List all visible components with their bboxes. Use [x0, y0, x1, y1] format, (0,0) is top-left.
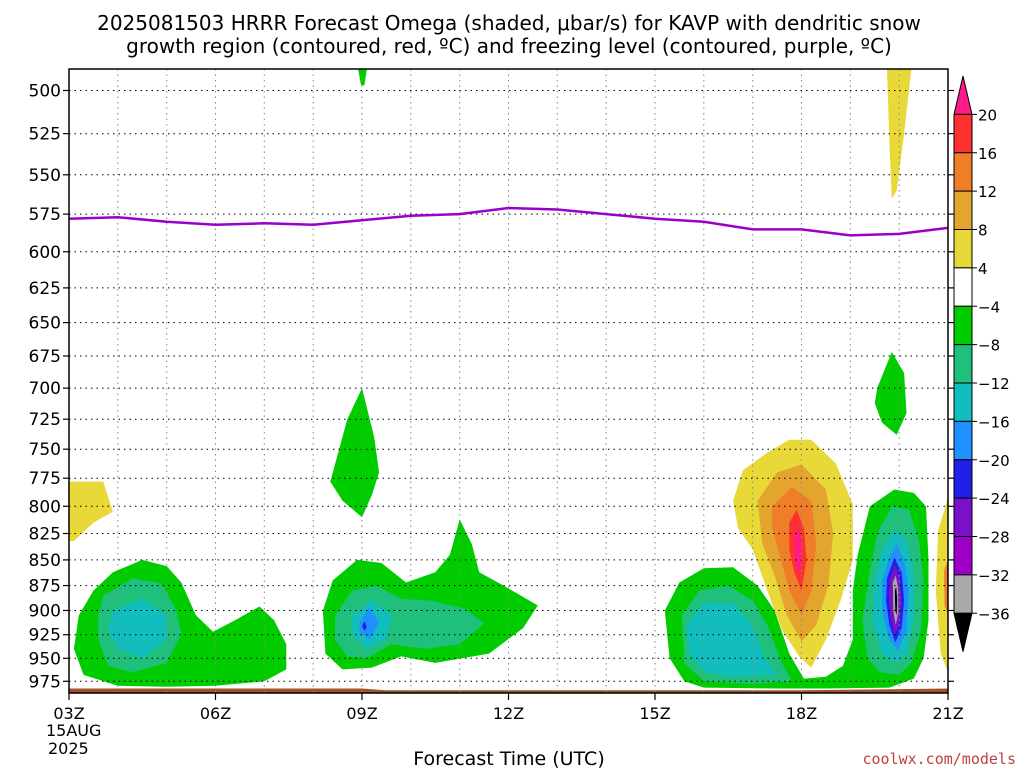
y-tick-label-1: 525: [29, 125, 61, 145]
colorbar-swatch-12: [953, 536, 973, 576]
y-tick-label-6: 650: [29, 314, 61, 334]
y-tick-label-17: 925: [29, 626, 61, 646]
x-tick-label-4: 15Z: [639, 704, 670, 723]
x-tick-label-3: 12Z: [493, 704, 524, 723]
colorbar-label-0: 20: [978, 106, 997, 124]
omega-region-29: [358, 69, 367, 86]
colorbar-label-12: −32: [978, 567, 1010, 585]
colorbar-label-4: 4: [978, 260, 988, 278]
freezing-level-layer: [69, 206, 948, 237]
omega-shaded-regions: [69, 69, 948, 689]
x-tick-label-2: 09Z: [346, 704, 377, 723]
footer-credit: coolwx.com/models: [862, 750, 1016, 768]
y-tick-label-8: 700: [29, 379, 61, 399]
y-tick-label-10: 750: [29, 440, 61, 460]
colorbar-swatch-5: [953, 267, 973, 307]
colorbar-swatch-10: [953, 459, 973, 499]
y-tick-label-4: 600: [29, 243, 61, 263]
y-tick-label-19: 975: [29, 672, 61, 692]
colorbar-label-5: −4: [978, 298, 1000, 316]
omega-region-28: [944, 559, 948, 616]
colorbar-swatch-8: [953, 382, 973, 422]
colorbar-arrow-top: [953, 75, 973, 115]
colorbar-swatch-13: [953, 574, 973, 614]
colorbar-swatch-4: [953, 229, 973, 269]
grid-lines: [69, 69, 948, 693]
y-axis: 500 525 550 575 600 625 650 675 700 725 750 775 800 8…: [29, 81, 954, 692]
y-tick-label-12: 800: [29, 497, 61, 517]
colorbar-swatch-6: [953, 305, 973, 346]
omega-region-27: [935, 495, 948, 673]
y-tick-label-15: 875: [29, 577, 61, 597]
colorbar-swatch-3: [953, 190, 973, 230]
y-tick-label-13: 825: [29, 524, 61, 544]
colorbar-label-7: −12: [978, 375, 1010, 393]
x-axis: 03Z 06Z 09Z 12Z 15Z 18Z 21Z: [53, 693, 964, 723]
colorbar-swatch-2: [953, 152, 973, 192]
y-tick-label-0: 500: [29, 81, 61, 101]
x-date-line1: 15AUG: [46, 721, 101, 740]
x-axis-label: Forecast Time (UTC): [413, 748, 604, 768]
colorbar-swatch-11: [953, 497, 973, 537]
omega-region-25: [894, 586, 898, 616]
colorbar-swatch-7: [953, 344, 973, 384]
omega-region-8: [359, 607, 380, 640]
x-tick-label-6: 21Z: [932, 704, 963, 723]
colorbar-label-8: −16: [978, 413, 1010, 431]
y-tick-label-11: 775: [29, 469, 61, 489]
freezing-level-line: [69, 206, 948, 237]
colorbar-label-11: −28: [978, 529, 1010, 547]
colorbar-label-10: −24: [978, 490, 1010, 508]
omega-region-26: [887, 69, 912, 199]
chart-title-line1: 2025081503 HRRR Forecast Omega (shaded, …: [97, 11, 921, 35]
omega-region-0: [69, 481, 113, 541]
omega-region-3: [108, 598, 167, 659]
y-tick-label-5: 625: [29, 279, 61, 299]
colorbar-label-3: 8: [978, 222, 988, 240]
x-tick-label-1: 06Z: [200, 704, 231, 723]
colorbar: 20 16 12 8 4 −4 −8 −12 −16 −20 −24 −28 −32 −36: [953, 75, 1010, 652]
y-tick-label-14: 850: [29, 551, 61, 571]
y-tick-label-16: 900: [29, 601, 61, 621]
colorbar-arrow-bottom: [953, 612, 973, 652]
y-tick-label-2: 550: [29, 166, 61, 186]
colorbar-label-1: 16: [978, 145, 997, 163]
plot-area: 500 525 550 575 600 625 650 675 700 725 750 775 800 8…: [29, 68, 964, 723]
omega-region-18: [874, 352, 907, 435]
omega-region-17: [686, 602, 778, 677]
y-tick-label-7: 675: [29, 347, 61, 367]
x-tick-label-5: 18Z: [786, 704, 817, 723]
y-tick-label-9: 725: [29, 410, 61, 430]
y-tick-label-3: 575: [29, 205, 61, 225]
colorbar-swatch-9: [953, 420, 973, 461]
x-date-line2: 2025: [48, 739, 89, 758]
colorbar-label-13: −36: [978, 605, 1010, 623]
chart-title-line2: growth region (contoured, red, ºC) and f…: [126, 34, 892, 58]
omega-region-14: [795, 526, 802, 574]
colorbar-label-6: −8: [978, 337, 1000, 355]
omega-region-4: [330, 388, 380, 518]
x-tick-label-0: 03Z: [53, 704, 84, 723]
colorbar-label-2: 12: [978, 183, 997, 201]
omega-region-9: [362, 621, 367, 631]
y-tick-label-18: 950: [29, 649, 61, 669]
colorbar-label-9: −20: [978, 452, 1010, 470]
colorbar-swatch-1: [953, 113, 973, 154]
